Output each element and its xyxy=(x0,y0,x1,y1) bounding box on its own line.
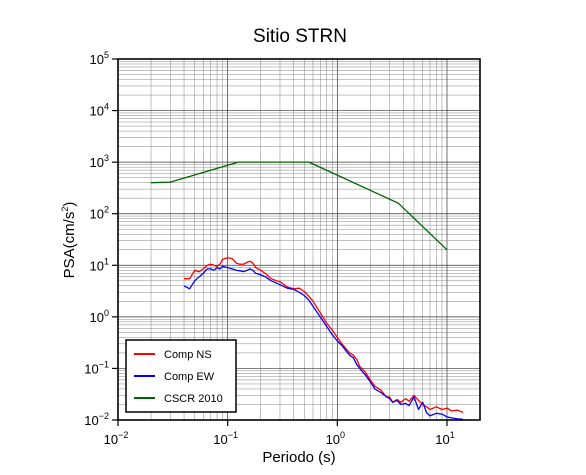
y-tick-label: 100 xyxy=(90,308,109,325)
series-line-0 xyxy=(184,257,464,414)
y-axis-label: PSA(cm/s2) xyxy=(60,202,78,279)
x-tick-label: 101 xyxy=(435,430,454,447)
y-tick-label: 10−2 xyxy=(84,411,109,428)
legend-label-0: Comp NS xyxy=(164,349,212,361)
series-line-2 xyxy=(150,161,448,251)
x-axis-label: Periodo (s) xyxy=(262,449,335,466)
y-tick-label: 102 xyxy=(90,205,109,222)
x-tick-label: 100 xyxy=(326,430,345,447)
chart-title: Sitio STRN xyxy=(253,26,347,47)
y-tick-label: 104 xyxy=(90,102,109,119)
series-lines xyxy=(150,161,464,420)
legend-label-1: Comp EW xyxy=(164,371,215,383)
y-axis-label-end: ) xyxy=(61,202,78,207)
y-axis-label-main: PSA(cm/s xyxy=(61,212,78,279)
y-tick-label: 103 xyxy=(90,153,109,170)
y-tick-label: 101 xyxy=(90,256,109,273)
series-line-1 xyxy=(183,265,464,420)
plot-frame xyxy=(117,58,481,421)
legend-label-2: CSCR 2010 xyxy=(164,393,223,405)
x-tick-label: 10−2 xyxy=(104,430,129,447)
x-tick-label: 10−1 xyxy=(213,430,238,447)
y-axis-label-superscript: 2 xyxy=(60,207,70,212)
axis-ticks xyxy=(112,58,448,426)
y-tick-label: 10−1 xyxy=(84,359,109,376)
y-tick-label: 105 xyxy=(90,50,109,67)
y-axis-tick-labels: 10−2 10−1 100 101 102 103 104 105 xyxy=(84,50,109,428)
x-axis-tick-labels: 10−2 10−1 100 101 xyxy=(104,430,455,447)
legend: Comp NS Comp EW CSCR 2010 xyxy=(125,339,237,413)
